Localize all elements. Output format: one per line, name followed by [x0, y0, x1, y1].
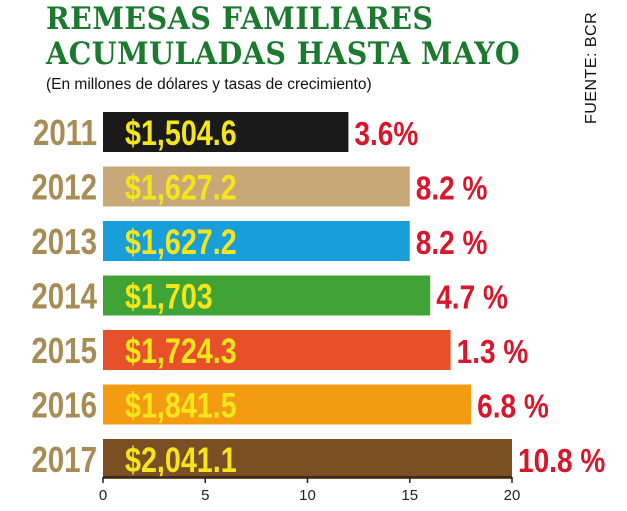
bar-2016: [103, 384, 472, 425]
value-label-2017: $2,041.1: [125, 440, 237, 479]
category-label-2011: 2011: [33, 112, 97, 152]
bars-layer: [103, 112, 512, 479]
x-tick-label-0: 0: [99, 487, 107, 504]
value-label-2012: $1,627.2: [125, 168, 237, 207]
chart-subtitle: (En millones de dólares y tasas de creci…: [46, 76, 372, 93]
x-axis: 0 5 10 15 20: [99, 476, 521, 504]
growth-label-2017: 10.8 %: [518, 443, 605, 480]
category-label-2016: 2016: [31, 385, 97, 425]
growth-label-2011: 3.6%: [354, 116, 418, 153]
growth-label-2014: 4.7 %: [436, 279, 508, 316]
bar-2011: [103, 112, 349, 152]
chart-title: REMESAS FAMILIARES ACUMULADAS HASTA MAYO: [46, 2, 520, 72]
x-tick-label-5: 5: [201, 487, 209, 504]
growth-label-2015: 1.3 %: [457, 334, 529, 371]
value-label-2014: $1,703: [125, 277, 213, 316]
growth-label-2012: 8.2 %: [416, 170, 488, 207]
category-label-2017: 2017: [31, 439, 97, 479]
x-tick-label-10: 10: [299, 487, 316, 504]
category-label-2012: 2012: [31, 167, 97, 207]
x-tick-label-20: 20: [504, 487, 521, 504]
category-label-2013: 2013: [31, 221, 97, 261]
title-line-1: REMESAS FAMILIARES: [46, 1, 434, 37]
labels-layer: 2011 $1,504.6 3.6% 2012 $1,627.2 8.2 % 2013 $1,…: [31, 112, 605, 479]
bar-2013: [103, 221, 410, 261]
value-label-2016: $1,841.5: [125, 386, 237, 425]
value-label-2015: $1,724.3: [125, 331, 237, 370]
bar-2012: [103, 166, 410, 207]
category-label-2014: 2014: [31, 276, 97, 316]
bar-2017: [103, 439, 512, 479]
growth-label-2016: 6.8 %: [477, 388, 549, 425]
value-label-2011: $1,504.6: [125, 113, 237, 152]
bar-2014: [103, 275, 431, 316]
category-label-2015: 2015: [31, 330, 97, 370]
growth-label-2013: 8.2 %: [416, 225, 488, 262]
x-tick-label-15: 15: [401, 487, 418, 504]
title-line-2: ACUMULADAS HASTA MAYO: [46, 36, 521, 72]
value-label-2013: $1,627.2: [125, 222, 237, 261]
bar-2015: [103, 330, 451, 370]
